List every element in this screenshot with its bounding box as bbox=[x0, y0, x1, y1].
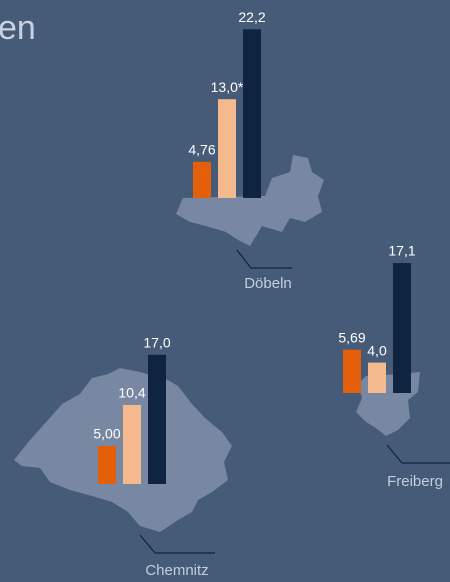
value-label: 5,69 bbox=[338, 329, 365, 345]
value-label: 17,1 bbox=[388, 243, 415, 259]
bar bbox=[218, 99, 236, 198]
leader-line bbox=[236, 249, 292, 269]
region-name: Döbeln bbox=[244, 275, 292, 292]
leader-line bbox=[386, 444, 450, 464]
region-shape bbox=[176, 155, 324, 246]
bar bbox=[393, 263, 411, 393]
bar bbox=[148, 354, 166, 484]
value-label: 17,0 bbox=[143, 335, 170, 351]
bar bbox=[98, 446, 116, 484]
value-label: 13,0* bbox=[211, 79, 244, 95]
bar bbox=[193, 161, 211, 198]
region-name: Freiberg bbox=[387, 473, 443, 490]
region-name: Chemnitz bbox=[145, 562, 208, 579]
value-label: 4,76 bbox=[188, 142, 215, 158]
bar bbox=[243, 29, 261, 199]
leader-line bbox=[139, 534, 215, 554]
bar bbox=[368, 362, 386, 393]
title: en bbox=[0, 9, 36, 47]
value-label: 4,0 bbox=[367, 342, 387, 358]
bar bbox=[343, 349, 361, 393]
value-label: 22,2 bbox=[238, 9, 265, 25]
bar bbox=[123, 404, 141, 484]
value-label: 5,00 bbox=[93, 426, 120, 442]
value-label: 10,4 bbox=[118, 385, 145, 401]
